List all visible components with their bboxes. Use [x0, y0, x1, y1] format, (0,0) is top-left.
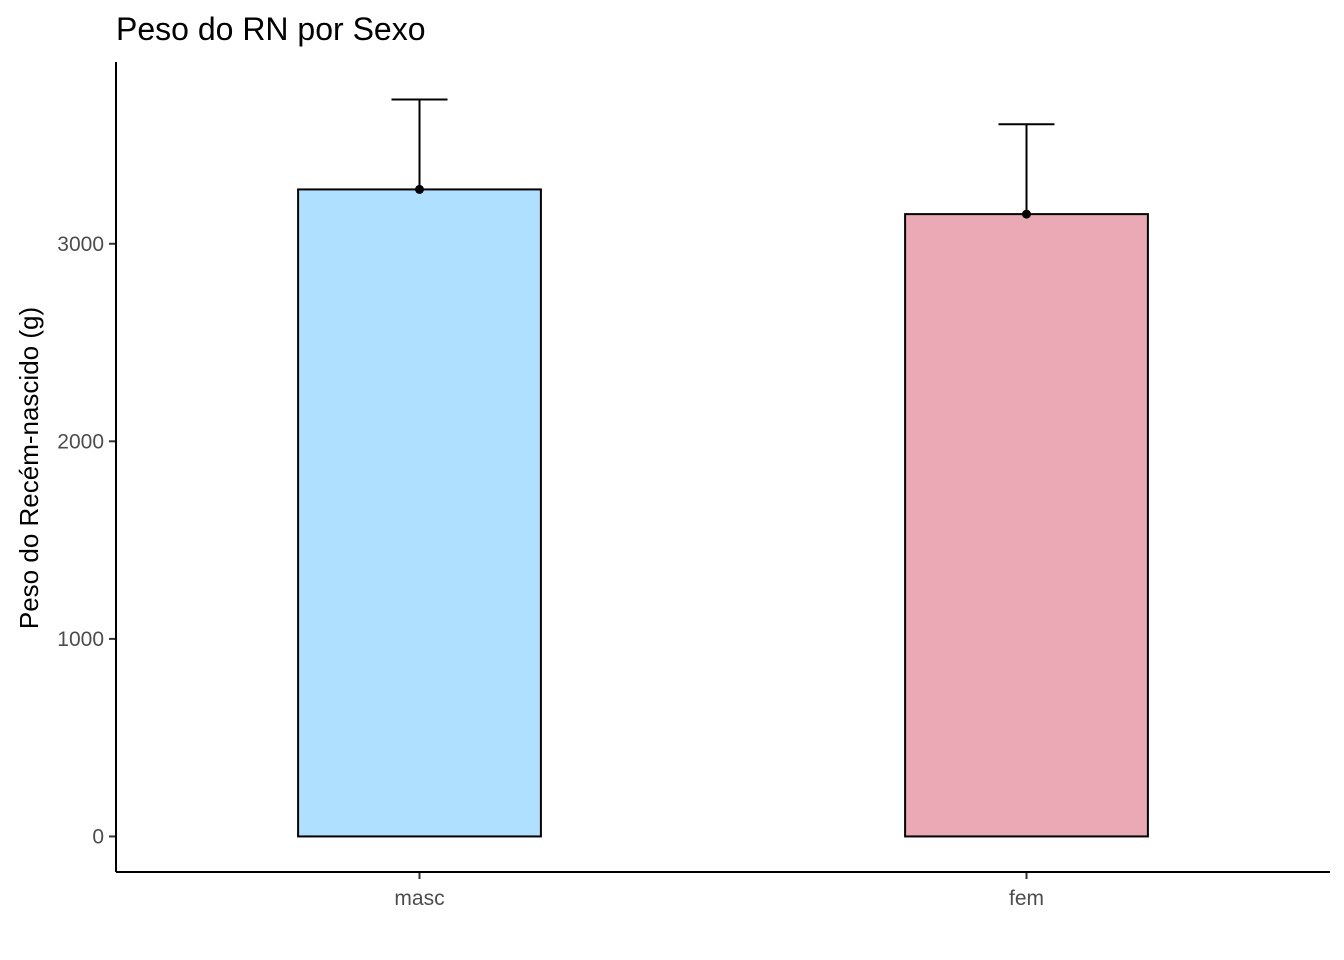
mean-point-masc	[415, 184, 424, 194]
chart-title: Peso do RN por Sexo	[116, 11, 426, 47]
bar-fem	[904, 213, 1149, 838]
x-tick-label-masc: masc	[394, 887, 444, 910]
bar-masc	[297, 188, 542, 838]
mean-point-fem	[1022, 209, 1031, 219]
y-tick-label-2000: 2000	[57, 430, 104, 453]
y-tick-label-0: 0	[92, 825, 104, 848]
x-tick-label-fem: fem	[1009, 887, 1044, 910]
y-axis-label: Peso do Recém-nascido (g)	[14, 307, 44, 629]
y-tick-label-1000: 1000	[57, 628, 104, 651]
y-tick-label-3000: 3000	[57, 233, 104, 256]
plot-area: masc fem 0 1000 2000 3000	[57, 62, 1330, 910]
